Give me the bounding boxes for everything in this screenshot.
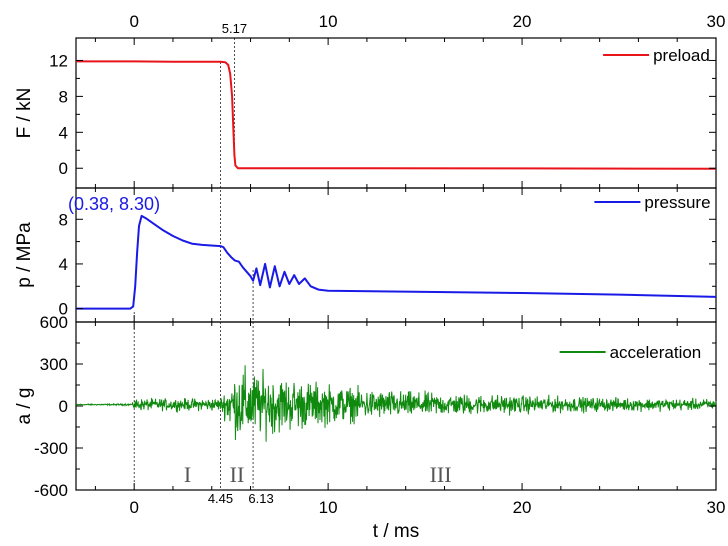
y-tick-label: 12 xyxy=(49,51,68,70)
series-line-pressure xyxy=(76,214,717,310)
x-tick-label-bottom: 10 xyxy=(319,498,338,517)
region-label-III: III xyxy=(430,462,452,487)
x-tick-label-top: 20 xyxy=(513,12,532,31)
marker-label-4.45: 4.45 xyxy=(208,491,233,506)
legend-label-preload: preload xyxy=(653,46,710,65)
y-tick-label: 8 xyxy=(59,210,68,229)
y-tick-label: 600 xyxy=(40,313,68,332)
x-tick-label-top: 30 xyxy=(707,12,726,31)
x-tick-label-top: 10 xyxy=(319,12,338,31)
y-axis-title-acceleration: a / g xyxy=(14,388,35,425)
panel-frame-preload xyxy=(75,37,717,189)
y-axis-title-pressure: p / MPa xyxy=(14,222,35,288)
series-line-acceleration xyxy=(75,365,717,442)
panel-frame-pressure xyxy=(75,187,717,323)
x-tick-label-bottom: 30 xyxy=(707,498,726,517)
y-tick-label: -300 xyxy=(34,439,68,458)
legend-label-pressure: pressure xyxy=(644,193,710,212)
y-tick-label: 4 xyxy=(59,255,68,274)
x-tick-label-top: 0 xyxy=(129,12,138,31)
x-axis-title: t / ms xyxy=(373,521,419,542)
region-label-II: II xyxy=(230,462,245,487)
x-tick-label-bottom: 20 xyxy=(513,498,532,517)
legend-label-acceleration: acceleration xyxy=(610,343,702,362)
y-tick-label: 8 xyxy=(59,87,68,106)
x-tick-label-bottom: 0 xyxy=(129,498,138,517)
peak-annotation: (0.38, 8.30) xyxy=(68,194,160,214)
marker-label-6.13: 6.13 xyxy=(248,491,273,506)
series-line-preload xyxy=(76,60,717,170)
region-label-I: I xyxy=(184,462,191,487)
y-tick-label: 300 xyxy=(40,355,68,374)
y-axis-title-preload: F / kN xyxy=(14,88,35,139)
y-tick-label: 0 xyxy=(59,300,68,319)
y-tick-label: 4 xyxy=(59,123,68,142)
marker-label-5.17: 5.17 xyxy=(222,21,247,36)
chart-text: preload pressure acceleration 0 4 8 12 F / kN 0 4… xyxy=(14,12,725,542)
axis-ticks xyxy=(76,38,717,491)
y-tick-label: -600 xyxy=(34,481,68,500)
panel-frames xyxy=(75,37,717,491)
y-tick-label: 0 xyxy=(59,397,68,416)
y-tick-label: 0 xyxy=(59,159,68,178)
data-series xyxy=(75,60,717,442)
marker-lines xyxy=(133,38,254,490)
